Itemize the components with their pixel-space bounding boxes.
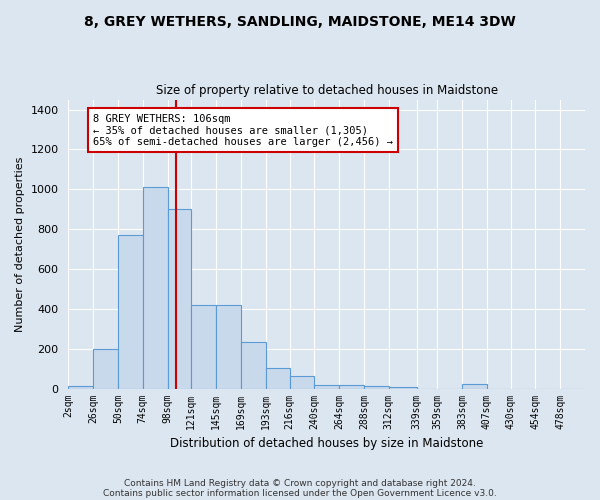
Bar <box>191 305 216 388</box>
Bar <box>118 235 143 388</box>
Bar <box>216 305 241 388</box>
X-axis label: Distribution of detached houses by size in Maidstone: Distribution of detached houses by size … <box>170 437 484 450</box>
Bar <box>93 348 118 389</box>
Text: 8 GREY WETHERS: 106sqm
← 35% of detached houses are smaller (1,305)
65% of semi-: 8 GREY WETHERS: 106sqm ← 35% of detached… <box>93 114 393 146</box>
Bar <box>143 188 167 388</box>
Bar <box>167 209 191 388</box>
Bar <box>339 384 364 388</box>
Bar <box>68 386 93 388</box>
Bar <box>364 386 389 388</box>
Y-axis label: Number of detached properties: Number of detached properties <box>15 156 25 332</box>
Text: Contains public sector information licensed under the Open Government Licence v3: Contains public sector information licen… <box>103 490 497 498</box>
Bar <box>389 386 416 388</box>
Bar <box>241 342 266 388</box>
Bar <box>462 384 487 388</box>
Text: 8, GREY WETHERS, SANDLING, MAIDSTONE, ME14 3DW: 8, GREY WETHERS, SANDLING, MAIDSTONE, ME… <box>84 15 516 29</box>
Text: Contains HM Land Registry data © Crown copyright and database right 2024.: Contains HM Land Registry data © Crown c… <box>124 478 476 488</box>
Bar <box>290 376 314 388</box>
Bar <box>314 384 339 388</box>
Title: Size of property relative to detached houses in Maidstone: Size of property relative to detached ho… <box>155 84 498 97</box>
Bar <box>266 368 290 388</box>
